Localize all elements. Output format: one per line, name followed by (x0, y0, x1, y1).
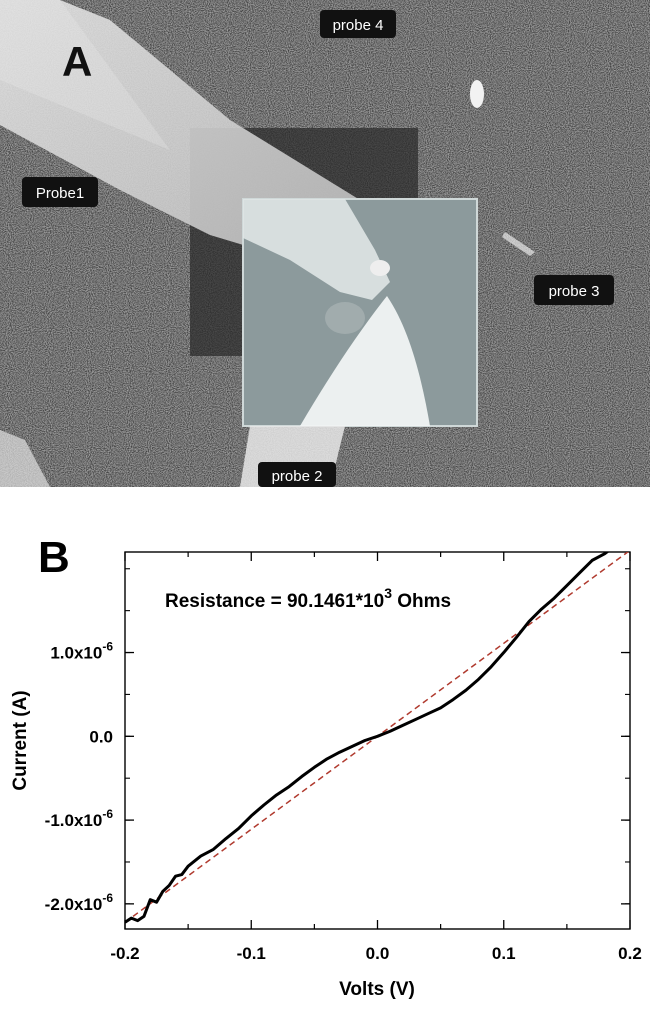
iv-chart-panel: B -0.2 -0.1 0.0 0.1 0.2 1.0x10-6 0.0 -1.0x10-6-… (0, 487, 650, 1005)
probe4-label: probe 4 (320, 10, 396, 38)
y-axis-label: Current (A) (10, 690, 31, 790)
probe2-tip (300, 296, 430, 426)
y-tick-label: 1.0x10-6 (50, 640, 113, 663)
series-layer (125, 552, 629, 924)
x-axis-label: Volts (V) (339, 979, 415, 1000)
x-tick-label: 0.1 (492, 944, 516, 963)
probe1-label: Probe1 (22, 177, 98, 207)
probe4-label-text: probe 4 (333, 17, 384, 34)
resistance-annotation: Resistance = 90.1461*103 Ohms (165, 585, 451, 612)
x-tick-label: -0.1 (237, 944, 266, 963)
probe2-label-text: probe 2 (272, 468, 323, 485)
y-tick-label: 0.0 (89, 727, 113, 746)
probe1-label-text: Probe1 (36, 185, 84, 202)
y-tick-label: -2.0x10-6 (45, 891, 114, 914)
ticks-layer: -0.2 -0.1 0.0 0.1 0.2 1.0x10-6 0.0 -1.0x10-6 -2.… (45, 552, 642, 963)
y-tick-label: -1.0x10-6 (45, 807, 114, 830)
x-tick-label: 0.0 (366, 944, 390, 963)
x-tick-label: -0.2 (110, 944, 139, 963)
iv-chart: B -0.2 -0.1 0.0 0.1 0.21.0x10-60.0-1.0x10-6-… (10, 533, 642, 1000)
probe3-label: probe 3 (534, 275, 614, 305)
probe2-label: probe 2 (258, 462, 336, 487)
annotation-exponent: 3 (384, 585, 392, 601)
panel-a-label: A (62, 38, 92, 85)
x-tick-label: 0.2 (618, 944, 642, 963)
measured-iv-curve (125, 552, 610, 924)
annotation-suffix: Ohms (392, 591, 451, 612)
micrograph-panel: A probe 4 Probe1 probe 3 probe 2 (0, 0, 650, 487)
probe3-label-text: probe 3 (549, 283, 600, 300)
annotation-prefix: Resistance = 90.1461*10 (165, 591, 384, 612)
micrograph-image: A probe 4 Probe1 probe 3 probe 2 (0, 0, 650, 487)
panel-b-label: B (38, 533, 70, 582)
